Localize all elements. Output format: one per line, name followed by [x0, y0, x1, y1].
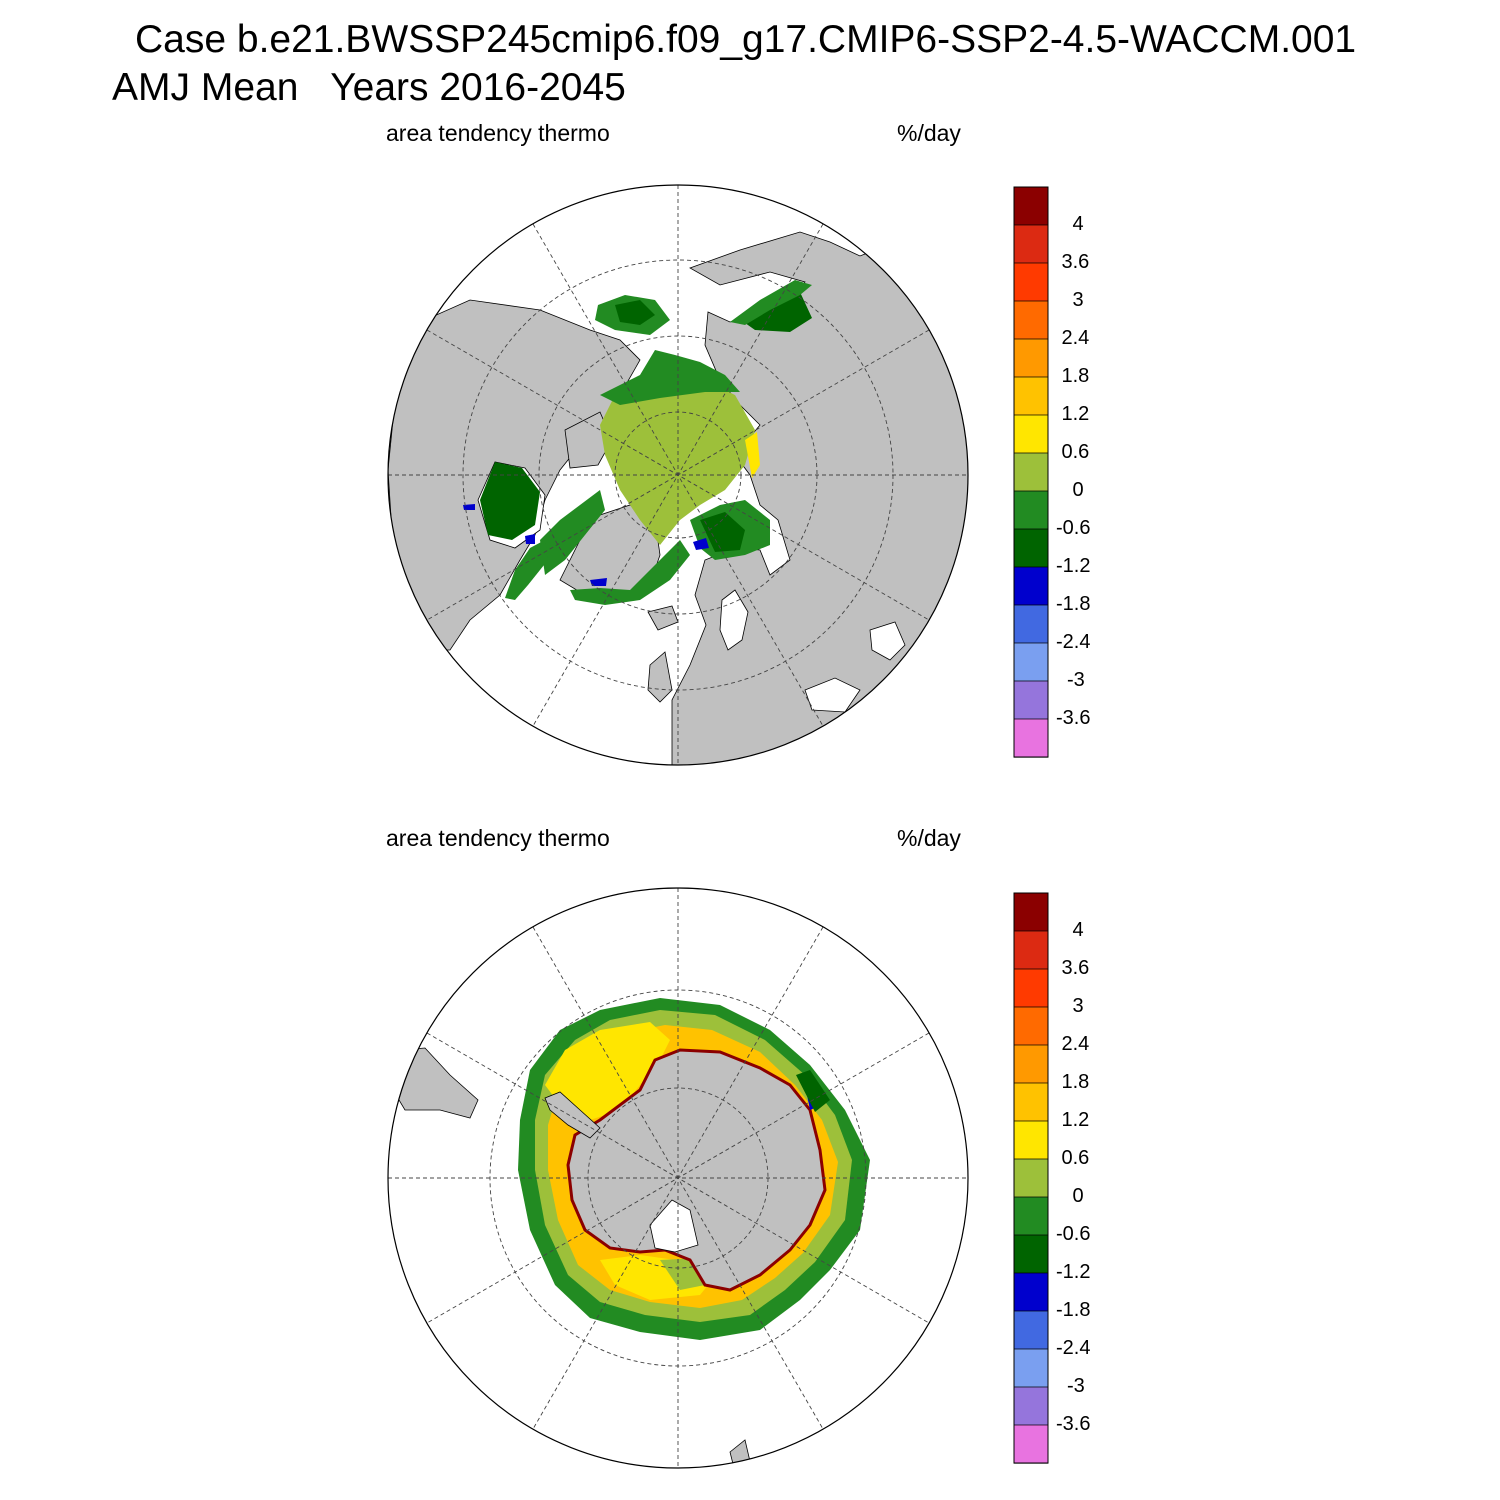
colorbar-north-swatch — [1013, 376, 1049, 416]
north-ice-okhotsk-edge — [730, 280, 812, 325]
south-ice-shelf-ross — [649, 1199, 699, 1253]
colorbar-north-swatch — [1013, 300, 1049, 340]
colorbar-south-swatch — [1013, 930, 1049, 970]
south-ice-dark-green-spot — [796, 1070, 830, 1112]
north-ice-kara-sea — [700, 512, 745, 552]
colorbar-south-swatch — [1013, 1386, 1049, 1426]
north-ice-bering-core — [615, 300, 655, 325]
colorbar-north-tick-label: 3.6 — [1061, 251, 1090, 273]
north-ice-blue-spot-4 — [463, 504, 475, 510]
colorbar-south-tick-label: 0 — [1072, 1185, 1084, 1207]
south-land-antarctica — [566, 1048, 827, 1292]
colorbar-north-tick-label: -1.8 — [1056, 593, 1091, 615]
colorbar-south-swatch — [1013, 1158, 1049, 1198]
colorbar-south-tick-label: -1.2 — [1056, 1261, 1091, 1283]
colorbar-north-swatch — [1013, 566, 1049, 606]
colorbar-south-tick-label: -2.4 — [1056, 1337, 1091, 1359]
colorbar-north-tick-label: 1.8 — [1061, 365, 1090, 387]
colorbar-south-tick-label: -0.6 — [1056, 1223, 1091, 1245]
south-land-antarctic-peninsula — [544, 1091, 601, 1139]
colorbar-south-swatch — [1013, 1044, 1049, 1084]
north-ice-labrador — [505, 540, 548, 600]
colorbar-north-swatch — [1013, 414, 1049, 454]
colorbar-north-swatch — [1013, 224, 1049, 264]
colorbar-north-swatch — [1013, 680, 1049, 720]
colorbar-south-tick-label: 0.6 — [1061, 1147, 1090, 1169]
south-map-border — [387, 887, 969, 1469]
colorbar-south-tick-label: -1.8 — [1056, 1299, 1091, 1321]
colorbar-south-tick-label: 4 — [1072, 919, 1084, 941]
colorbar-south-swatch — [1013, 1234, 1049, 1274]
panel-south-units-label: %/day — [897, 825, 961, 851]
north-ice-blue-spot-2 — [590, 578, 607, 586]
colorbar-north-swatch — [1013, 642, 1049, 682]
colorbar-south-tick-label: 1.2 — [1061, 1109, 1090, 1131]
colorbar-south-swatch — [1013, 968, 1049, 1008]
south-ice-yellow-weddell — [545, 1022, 670, 1120]
colorbar-south-swatch — [1013, 1082, 1049, 1122]
north-ice-okhotsk — [738, 292, 812, 332]
colorbar-south-frame — [1013, 892, 1049, 1464]
colorbar-north-tick-label: 0 — [1072, 479, 1084, 501]
colorbar-north-swatch — [1013, 262, 1049, 302]
north-sea-black — [804, 677, 861, 713]
colorbar-south-tick-label: -3.6 — [1056, 1413, 1091, 1435]
colorbar-south-swatch — [1013, 1348, 1049, 1388]
colorbar-north-tick-label: -2.4 — [1056, 631, 1091, 653]
colorbar-north-tick-label: -3.6 — [1056, 707, 1091, 729]
colorbar-south-tick-label: -3 — [1067, 1375, 1085, 1397]
north-ice-margin-east-siberian — [600, 350, 740, 405]
north-graticule — [388, 185, 968, 765]
colorbar-south-tick-label: 3.6 — [1061, 957, 1090, 979]
colorbar-south-tick-label: 3 — [1072, 995, 1084, 1017]
colorbar-north-swatch — [1013, 604, 1049, 644]
colorbar-north-tick-label: -0.6 — [1056, 517, 1091, 539]
colorbar-north-tick-label: 0.6 — [1061, 441, 1090, 463]
colorbar-south-tick-label: 1.8 — [1061, 1071, 1090, 1093]
colorbar-north-tick-label: 1.2 — [1061, 403, 1090, 425]
north-ice-blue-spot-3 — [525, 534, 535, 544]
figure-title-line2: AMJ Mean Years 2016-2045 — [112, 66, 626, 109]
colorbar-north — [1013, 186, 1049, 758]
north-polar-map — [387, 184, 969, 766]
figure-title-line1: Case b.e21.BWSSP245cmip6.f09_g17.CMIP6-S… — [135, 18, 1357, 61]
colorbar-south — [1013, 892, 1049, 1464]
colorbar-north-tick-label: -3 — [1067, 669, 1085, 691]
north-ice-blue-spot-1 — [693, 538, 709, 550]
north-ice-yellow-edge — [745, 432, 760, 478]
north-sea-caspian — [869, 621, 906, 661]
colorbar-north-swatch — [1013, 490, 1049, 530]
colorbar-south-swatch — [1013, 1006, 1049, 1046]
colorbar-north-frame — [1013, 186, 1049, 758]
south-polar-map — [387, 887, 969, 1469]
north-ice-margin-baffin — [540, 490, 605, 575]
north-ice-margin-atlantic — [570, 540, 690, 605]
colorbar-north-swatch — [1013, 186, 1049, 226]
north-ice-central-arctic — [600, 378, 755, 545]
colorbar-north-tick-label: 4 — [1072, 213, 1084, 235]
panel-north-units-label: %/day — [897, 120, 961, 146]
north-map-border — [387, 184, 969, 766]
colorbar-south-tick-label: 2.4 — [1061, 1033, 1090, 1055]
colorbar-north-swatch — [1013, 452, 1049, 492]
colorbar-north-tick-label: 3 — [1072, 289, 1084, 311]
colorbar-north-tick-label: -1.2 — [1056, 555, 1091, 577]
colorbar-south-swatch — [1013, 1196, 1049, 1236]
colorbar-south-swatch — [1013, 1272, 1049, 1312]
colorbar-south-swatch — [1013, 1424, 1049, 1464]
colorbar-north-swatch — [1013, 338, 1049, 378]
colorbar-south-swatch — [1013, 892, 1049, 932]
colorbar-south-swatch — [1013, 1120, 1049, 1160]
colorbar-south-swatch — [1013, 1310, 1049, 1350]
panel-south-variable-label: area tendency thermo — [386, 825, 610, 851]
north-ice-hudson-bay — [480, 462, 540, 540]
north-land-british-isles — [647, 651, 673, 703]
south-graticule — [388, 888, 968, 1468]
colorbar-north-swatch — [1013, 528, 1049, 568]
colorbar-north-tick-label: 2.4 — [1061, 327, 1090, 349]
colorbar-north-swatch — [1013, 718, 1049, 758]
panel-north-variable-label: area tendency thermo — [386, 120, 610, 146]
